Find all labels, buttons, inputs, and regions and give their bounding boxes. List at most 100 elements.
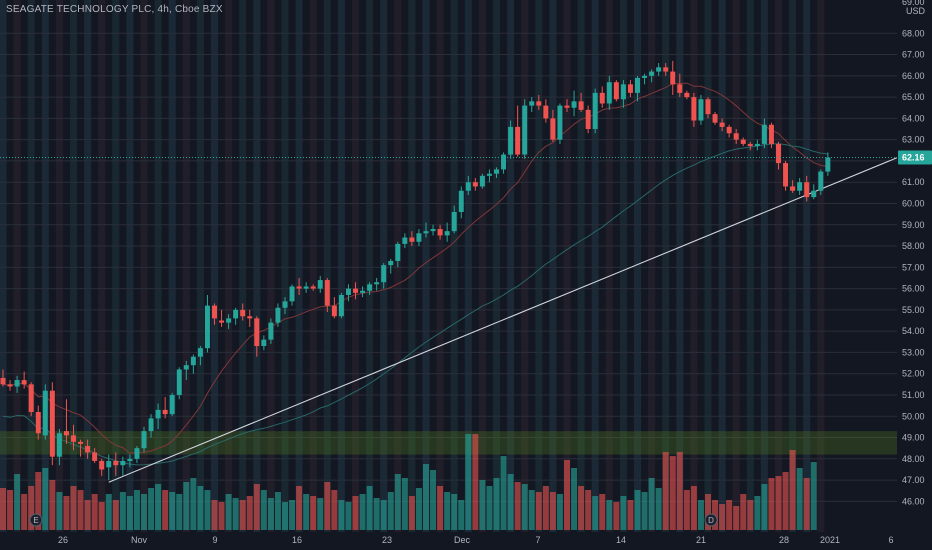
- candle-body: [338, 294, 344, 317]
- candle-body: [162, 409, 168, 415]
- volume-bar: [451, 494, 458, 530]
- candle-body: [804, 182, 810, 198]
- volume-bar: [84, 500, 91, 530]
- candle-body: [776, 143, 781, 164]
- price-tick-label: 63.00: [902, 135, 925, 145]
- volume-bar: [430, 470, 437, 530]
- price-tick-label: 49.00: [902, 433, 925, 443]
- session-stripe: [168, 0, 176, 532]
- volume-bar: [366, 486, 373, 530]
- candle-body: [113, 460, 119, 466]
- session-stripe: [690, 0, 698, 532]
- candle-body: [106, 460, 112, 468]
- volume-bar: [239, 500, 246, 530]
- candle-body: [635, 77, 640, 93]
- session-stripe: [309, 0, 317, 532]
- volume-bar: [310, 496, 317, 530]
- grid-lines: [0, 32, 897, 502]
- dividend-marker[interactable]: D: [704, 513, 718, 527]
- volume-bar: [190, 478, 197, 530]
- volume-bar: [155, 484, 162, 530]
- time-tick-label: Nov: [131, 535, 148, 545]
- volume-bar: [423, 464, 429, 530]
- candle-body: [99, 460, 105, 470]
- volume-bar: [796, 468, 803, 530]
- session-stripe: [718, 0, 726, 532]
- moving-average-fast: [2, 82, 828, 454]
- volume-bar: [542, 486, 549, 530]
- candle-body: [444, 231, 450, 236]
- session-stripe: [27, 0, 35, 532]
- session-stripe: [464, 0, 472, 532]
- price-axis-bg: [897, 0, 932, 550]
- session-stripe: [549, 0, 557, 532]
- candle-body: [226, 318, 232, 323]
- candle-body: [726, 126, 732, 134]
- session-stripe: [774, 0, 783, 532]
- candle-body: [430, 229, 436, 232]
- candle-body: [649, 71, 655, 76]
- session-stripe: [98, 0, 106, 532]
- volume-bar: [669, 456, 676, 530]
- volume-bar: [641, 492, 648, 530]
- candle-body: [148, 418, 154, 432]
- session-stripe: [84, 0, 92, 532]
- session-stripe: [225, 0, 233, 532]
- candle-body: [515, 126, 521, 155]
- session-stripe: [351, 0, 360, 532]
- volume-bar: [634, 490, 641, 530]
- candle-body: [613, 82, 619, 100]
- price-tick-label: 55.00: [902, 305, 925, 315]
- candle-body: [663, 67, 669, 72]
- volume-bar: [697, 500, 704, 530]
- session-stripe: [535, 0, 543, 532]
- candle-body: [719, 122, 725, 127]
- volume-bar: [719, 504, 726, 530]
- session-stripe: [337, 0, 345, 532]
- volume-bar: [599, 494, 606, 530]
- candle-body: [388, 260, 394, 266]
- candle-body: [49, 390, 55, 457]
- volume-bar: [528, 490, 535, 530]
- volume-bar: [444, 492, 451, 530]
- candle-body: [233, 309, 239, 319]
- volume-bar: [507, 474, 514, 530]
- earnings-marker[interactable]: E: [29, 513, 43, 527]
- session-stripe: [13, 0, 21, 532]
- price-tick-label: 52.00: [902, 369, 925, 379]
- volume-bar: [267, 498, 274, 530]
- volume-bar: [296, 486, 303, 530]
- candle-body: [120, 460, 126, 466]
- session-stripe: [803, 0, 811, 532]
- volume-bar: [768, 478, 775, 530]
- volume-bar: [387, 492, 394, 530]
- candle-body: [620, 84, 626, 100]
- volume-bar: [627, 500, 634, 530]
- session-stripe: [619, 0, 627, 532]
- candle-body: [698, 99, 704, 121]
- time-tick-label: 2021: [820, 535, 840, 545]
- time-tick-label: 26: [58, 535, 68, 545]
- candle-body: [56, 433, 62, 457]
- trendline: [108, 157, 898, 483]
- volume-bar: [648, 478, 655, 530]
- price-tick-label: 65.00: [902, 92, 925, 102]
- time-tick-label: 16: [292, 535, 302, 545]
- price-tick-label-top: 69.00: [902, 0, 925, 7]
- session-stripe: [210, 0, 219, 532]
- session-stripe: [605, 0, 613, 532]
- volume-bar: [119, 492, 126, 530]
- candle-body: [656, 67, 662, 72]
- session-stripe: [436, 0, 444, 532]
- candle-body: [28, 384, 34, 412]
- currency-label: USD: [906, 6, 926, 16]
- volume-bar: [49, 480, 56, 530]
- candle-body: [768, 124, 774, 144]
- volume-band: [0, 431, 897, 455]
- candle-body: [705, 99, 711, 115]
- volume-bar: [535, 492, 542, 530]
- volume-bar: [401, 478, 408, 530]
- candle-body: [289, 286, 295, 302]
